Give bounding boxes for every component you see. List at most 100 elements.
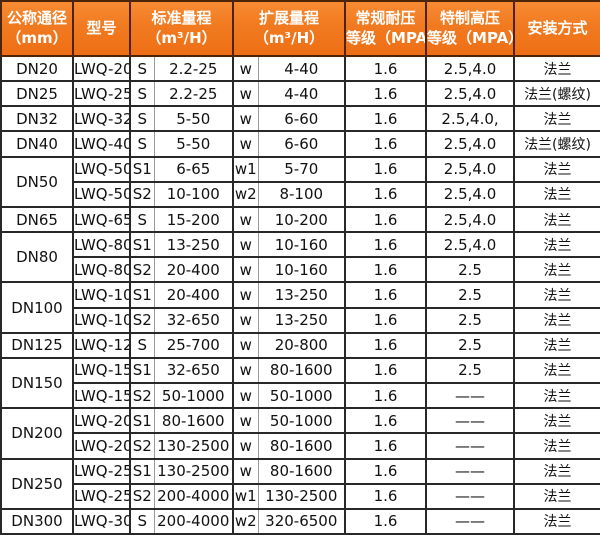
high-pressure-cell: —— <box>425 482 516 510</box>
extended-range-value-cell: 6-60 <box>257 105 347 133</box>
header-normal-pressure: 常规耐压 等级（MPA） <box>344 0 428 57</box>
high-pressure-cell: —— <box>425 507 516 535</box>
normal-pressure-cell: 1.6 <box>344 155 428 183</box>
model-cell: LWQ-50 <box>72 180 131 208</box>
header-standard-range: 标准量程 （m³/H） <box>128 0 235 57</box>
high-pressure-cell: 2.5 <box>425 256 516 284</box>
extended-range-value-cell: 130-2500 <box>257 482 347 510</box>
nominal-diameter-cell: DN80 <box>0 231 74 284</box>
table-row: DN65 LWQ-65 S 15-200 w 10-200 1.6 2.5,4.0 法兰 <box>0 205 600 234</box>
model-cell: LWQ-200 <box>72 432 131 460</box>
normal-pressure-cell: 1.6 <box>344 205 428 234</box>
normal-pressure-cell: 1.6 <box>344 80 428 108</box>
high-pressure-cell: 2.5,4.0 <box>425 205 516 234</box>
normal-pressure-cell: 1.6 <box>344 281 428 309</box>
standard-range-value-cell: 10-100 <box>153 180 235 208</box>
normal-pressure-cell: 1.6 <box>344 482 428 510</box>
high-pressure-cell: —— <box>425 382 516 410</box>
header-standard-line2: （m³/H） <box>146 28 217 47</box>
standard-range-value-cell: 32-650 <box>153 356 235 385</box>
header-nominal-diameter: 公称通径 （mm） <box>0 0 74 57</box>
header-normal-pressure-line1: 常规耐压 <box>355 9 416 27</box>
standard-range-code-cell: S1 <box>129 281 155 309</box>
table-row: DN25 LWQ-25 S 2.2-25 w 4-40 1.6 2.5,4.0 法兰(螺纹) <box>0 80 600 108</box>
nominal-diameter-cell: DN20 <box>0 54 74 83</box>
extended-range-code-cell: w <box>232 130 259 158</box>
extended-range-code-cell: w <box>232 205 259 234</box>
normal-pressure-cell: 1.6 <box>344 507 428 535</box>
nominal-diameter-cell: DN40 <box>0 130 74 158</box>
extended-range-value-cell: 6-60 <box>257 130 347 158</box>
install-method-cell: 法兰 <box>513 155 600 183</box>
header-standard-line1: 标准量程 <box>151 9 212 27</box>
extended-range-value-cell: 50-1000 <box>257 382 347 410</box>
nominal-diameter-cell: DN150 <box>0 356 74 410</box>
extended-range-value-cell: 80-1600 <box>257 356 347 385</box>
install-method-cell: 法兰 <box>513 457 600 485</box>
normal-pressure-cell: 1.6 <box>344 231 428 259</box>
high-pressure-cell: —— <box>425 432 516 460</box>
table-row: DN32 LWQ-32 S 5-50 w 6-60 1.6 2.5,4.0, 法兰 <box>0 105 600 133</box>
normal-pressure-cell: 1.6 <box>344 457 428 485</box>
standard-range-code-cell: S1 <box>129 407 155 435</box>
header-extended-range: 扩展量程 （m³/H） <box>232 0 347 57</box>
install-method-cell: 法兰 <box>513 281 600 309</box>
nominal-diameter-cell: DN300 <box>0 507 74 535</box>
standard-range-value-cell: 5-50 <box>153 130 235 158</box>
model-cell: LWQ-100 <box>72 281 131 309</box>
normal-pressure-cell: 1.6 <box>344 407 428 435</box>
standard-range-code-cell: S2 <box>129 180 155 208</box>
extended-range-value-cell: 13-250 <box>257 306 347 334</box>
standard-range-code-cell: S2 <box>129 306 155 334</box>
extended-range-code-cell: w <box>232 231 259 259</box>
standard-range-code-cell: S1 <box>129 457 155 485</box>
table-row: LWQ-80 S2 20-400 w 10-160 1.6 2.5 法兰 <box>1 256 600 284</box>
standard-range-code-cell: S <box>129 105 155 133</box>
model-cell: LWQ-80 <box>72 256 131 284</box>
install-method-cell: 法兰 <box>513 180 600 208</box>
standard-range-code-cell: S2 <box>129 382 155 410</box>
standard-range-code-cell: S <box>129 331 155 359</box>
model-cell: LWQ-25 <box>72 80 131 108</box>
model-cell: LWQ-80 <box>72 231 131 259</box>
high-pressure-cell: 2.5 <box>425 331 516 359</box>
extended-range-code-cell: w1 <box>232 482 259 510</box>
normal-pressure-cell: 1.6 <box>344 356 428 385</box>
standard-range-value-cell: 50-1000 <box>153 382 235 410</box>
extended-range-value-cell: 50-1000 <box>257 407 347 435</box>
standard-range-value-cell: 130-2500 <box>153 432 235 460</box>
standard-range-value-cell: 2.2-25 <box>153 54 235 83</box>
extended-range-code-cell: w1 <box>232 155 259 183</box>
normal-pressure-cell: 1.6 <box>344 432 428 460</box>
model-cell: LWQ-65 <box>72 205 131 234</box>
normal-pressure-cell: 1.6 <box>344 256 428 284</box>
table-row: DN50 LWQ-50 S1 6-65 w1 5-70 1.6 2.5,4.0 法兰 <box>0 155 600 208</box>
extended-range-value-cell: 80-1600 <box>257 457 347 485</box>
header-normal-pressure-line2: 等级（MPA） <box>346 28 427 47</box>
extended-range-value-cell: 13-250 <box>257 281 347 309</box>
header-row: 公称通径 （mm） 型号 标准量程 （m³/H） 扩展量程 （m³/H） 常规耐… <box>0 0 600 57</box>
normal-pressure-cell: 1.6 <box>344 382 428 410</box>
extended-range-code-cell: w <box>232 80 259 108</box>
header-high-pressure-line2: 等级（MPA） <box>427 28 515 47</box>
high-pressure-cell: 2.5,4.0 <box>425 231 516 259</box>
table-row: LWQ-50 S2 10-100 w2 8-100 1.6 2.5,4.0 法兰 <box>1 180 600 208</box>
extended-range-value-cell: 4-40 <box>257 54 347 83</box>
install-method-cell: 法兰 <box>513 407 600 435</box>
extended-range-code-cell: w <box>232 105 259 133</box>
header-model: 型号 <box>72 0 131 57</box>
nominal-diameter-cell: DN32 <box>0 105 74 133</box>
normal-pressure-cell: 1.6 <box>344 105 428 133</box>
high-pressure-cell: 2.5 <box>425 281 516 309</box>
install-method-cell: 法兰 <box>513 507 600 535</box>
extended-range-code-cell: w <box>232 356 259 385</box>
extended-range-value-cell: 10-160 <box>257 231 347 259</box>
install-method-cell: 法兰 <box>513 256 600 284</box>
extended-range-value-cell: 4-40 <box>257 80 347 108</box>
extended-range-code-cell: w <box>232 432 259 460</box>
high-pressure-cell: 2.5,4.0 <box>425 80 516 108</box>
standard-range-code-cell: S1 <box>129 356 155 385</box>
